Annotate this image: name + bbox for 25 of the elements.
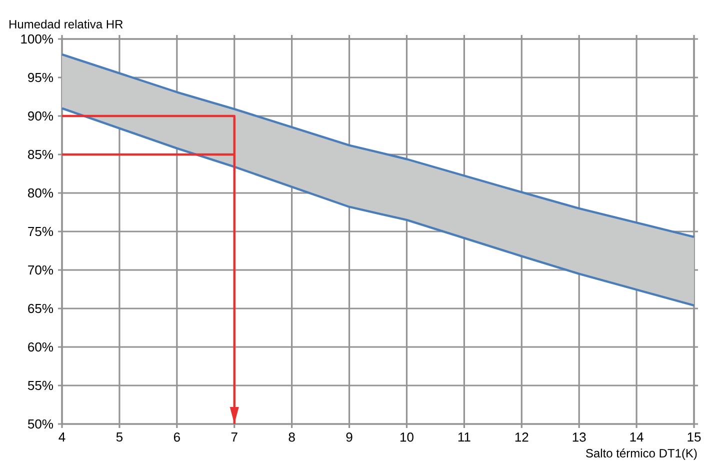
x-tick-label: 4 [58,432,66,442]
x-tick-label: 8 [288,432,295,442]
y-tick-label: 55% [28,380,54,390]
x-tick-label: 11 [458,432,470,442]
x-tick-label: 7 [231,432,238,442]
x-tick-label: 13 [572,432,586,442]
x-tick-label: 9 [346,432,352,442]
y-tick-label: 90% [28,111,54,121]
y-tick-label: 70% [28,265,54,275]
x-tick-label: 15 [688,432,701,442]
y-tick-label: 95% [28,72,54,82]
y-tick-label: 50% [28,419,54,429]
x-tick-label: 6 [174,432,180,442]
y-tick-label: 65% [28,304,54,314]
y-tick-label: 80% [28,188,54,198]
y-tick-label: 60% [28,342,54,352]
x-tick-label: 14 [630,432,644,442]
y-axis-title: Humedad relativa HR [10,20,123,28]
x-tick-label: 5 [116,432,123,442]
x-tick-label: 10 [400,432,414,442]
y-tick-label: 85% [28,150,54,160]
x-tick-label: 12 [515,432,528,442]
y-tick-label: 100% [21,34,54,44]
y-tick-label: 75% [28,226,54,236]
x-axis-title: Salto térmico DT1(K) [586,448,697,460]
